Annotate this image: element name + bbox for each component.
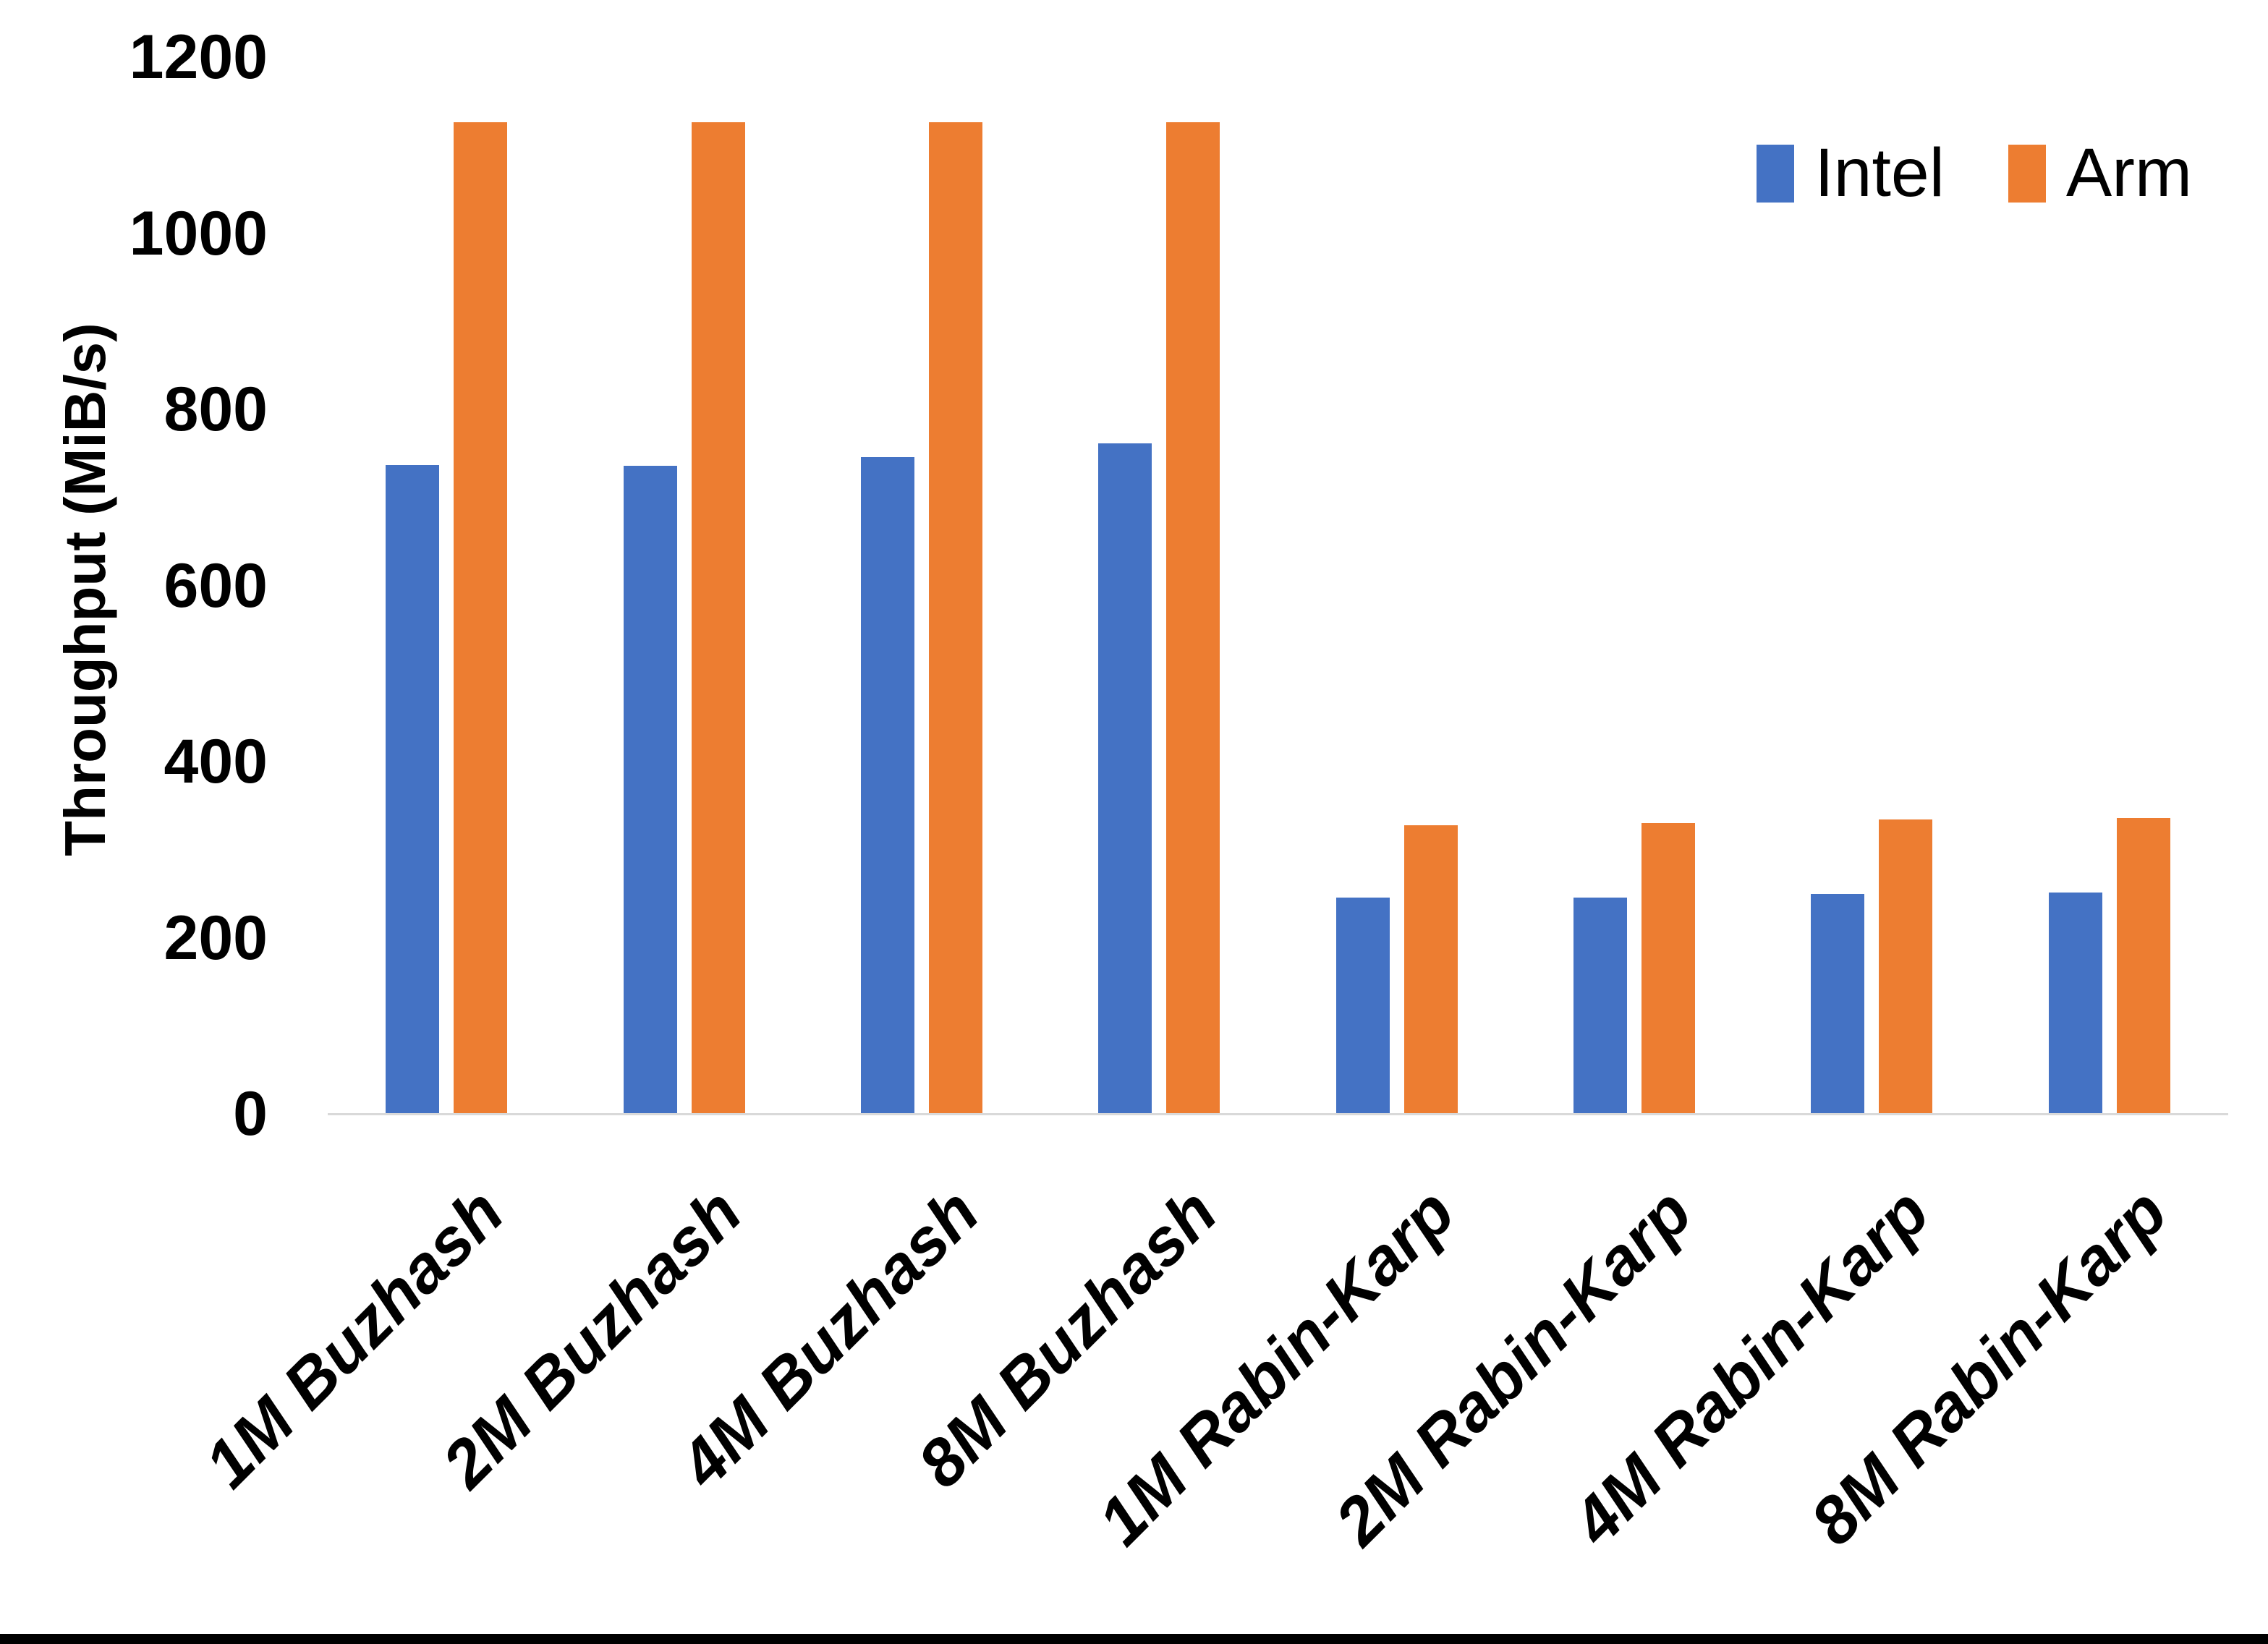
bottom-border — [0, 1634, 2268, 1644]
bar-intel-4m-rabin-karp — [1811, 893, 1865, 1114]
bar-intel-8m-rabin-karp — [2048, 893, 2102, 1114]
bar-intel-2m-rabin-karp — [1573, 897, 1628, 1114]
bar-intel-1m-buzhash — [386, 464, 440, 1114]
legend-label: Arm — [2065, 135, 2192, 211]
y-tick-label-0: 0 — [233, 1079, 268, 1149]
y-tick-label-400: 400 — [163, 727, 268, 796]
y-tick-label-600: 600 — [163, 550, 268, 621]
bar-arm-4m-buzhash — [928, 122, 982, 1114]
legend-item-arm: Arm — [2008, 139, 2192, 208]
bar-intel-1m-rabin-karp — [1335, 897, 1390, 1114]
bar-arm-4m-rabin-karp — [1879, 819, 1933, 1114]
y-tick-label-1200: 1200 — [129, 22, 268, 92]
legend-label: Intel — [1814, 135, 1945, 211]
bar-arm-8m-rabin-karp — [2116, 817, 2170, 1114]
bar-intel-8m-buzhash — [1098, 443, 1152, 1114]
bar-arm-2m-buzhash — [691, 122, 745, 1114]
legend: Intel Arm — [1757, 139, 2192, 208]
y-tick-label-800: 800 — [163, 375, 268, 444]
bar-arm-8m-buzhash — [1166, 122, 1220, 1114]
bar-intel-4m-buzhash — [860, 456, 914, 1114]
y-tick-label-1000: 1000 — [129, 198, 268, 268]
x-axis-line — [328, 1113, 2228, 1115]
bar-arm-1m-rabin-karp — [1403, 825, 1458, 1114]
bar-arm-2m-rabin-karp — [1641, 823, 1696, 1114]
plot-area — [328, 57, 2228, 1115]
legend-item-intel: Intel — [1757, 139, 1945, 208]
bar-intel-2m-buzhash — [623, 465, 677, 1114]
y-tick-label-200: 200 — [163, 903, 268, 973]
legend-swatch-intel — [1757, 144, 1795, 203]
bar-arm-1m-buzhash — [454, 122, 508, 1114]
legend-swatch-arm — [2008, 144, 2046, 203]
